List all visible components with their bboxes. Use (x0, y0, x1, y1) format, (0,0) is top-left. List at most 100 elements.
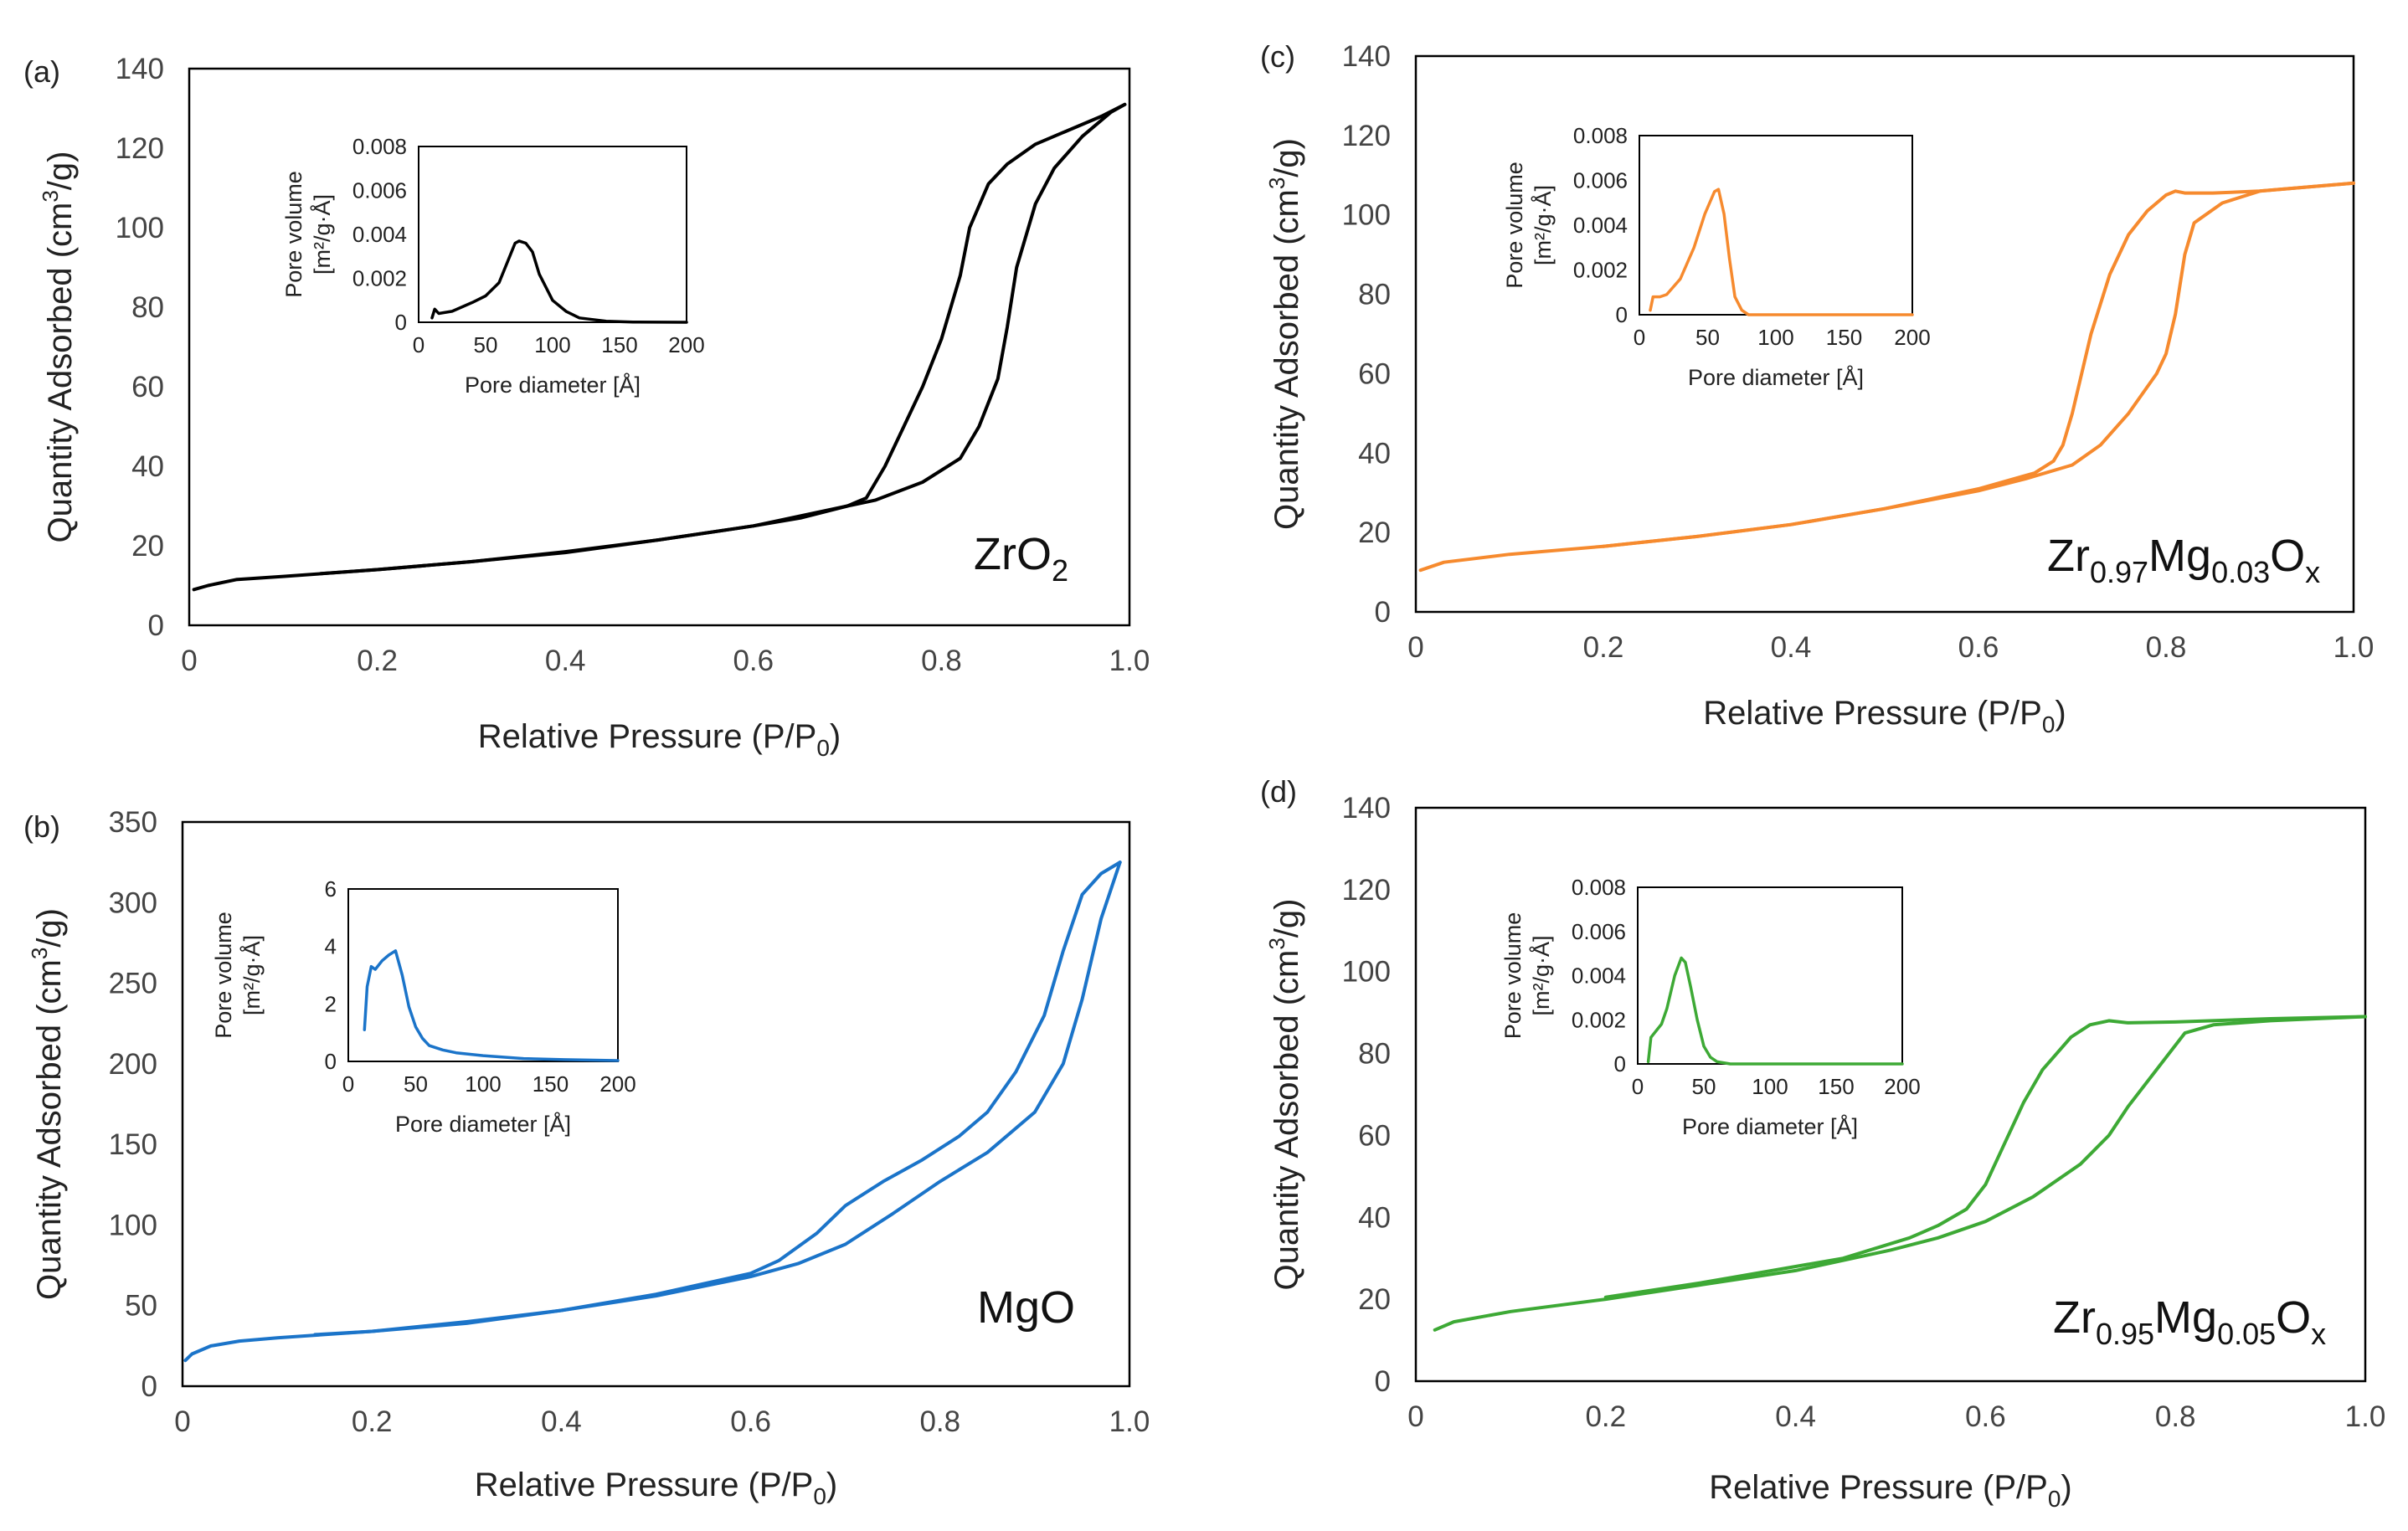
y-axis-title: Quantity Adsorbed (cm3/g) (38, 151, 79, 542)
x-tick-label: 1.0 (1109, 645, 1150, 677)
inset-y-tick-label: 0 (325, 1049, 337, 1074)
inset-x-tick-label: 200 (599, 1071, 635, 1097)
x-axis-title: Relative Pressure (P/P0) (478, 718, 841, 761)
x-tick-label: 0.4 (545, 645, 586, 677)
inset-x-axis-title: Pore diameter [Å] (1688, 364, 1864, 390)
inset-y-tick-label: 0 (395, 310, 407, 335)
y-tick-label: 0 (148, 609, 164, 642)
inset-x-tick-label: 100 (1757, 325, 1793, 350)
plot-frame (1414, 806, 2367, 1383)
inset-y-tick-label: 2 (325, 991, 337, 1016)
y-tick-label: 40 (1358, 437, 1391, 470)
y-axis-title: Quantity Adsorbed (cm3/g) (1264, 138, 1305, 530)
x-tick-label: 0 (1407, 631, 1423, 664)
y-tick-label: 140 (1342, 40, 1391, 73)
inset-series-line (363, 949, 620, 1062)
inset-x-axis-title: Pore diameter [Å] (1682, 1113, 1858, 1139)
y-tick-label: 0 (1375, 1365, 1391, 1398)
y-tick-label: 0 (141, 1370, 157, 1403)
inset-y-tick-label: 0 (1616, 302, 1628, 327)
inset-x-tick-label: 100 (465, 1071, 501, 1097)
y-tick-label: 60 (1358, 1119, 1391, 1152)
y-tick-label: 300 (109, 886, 157, 919)
x-tick-label: 0.8 (2155, 1400, 2196, 1433)
x-axis-title: Relative Pressure (P/P0) (475, 1467, 838, 1509)
series-desorption-line (1603, 1015, 2367, 1299)
inset-y-axis-title: Pore volume (1500, 912, 1526, 1040)
x-axis-title: Relative Pressure (P/P0) (1709, 1469, 2072, 1512)
plot-frame (188, 67, 1131, 627)
x-tick-label: 0.6 (1958, 631, 1999, 664)
y-tick-label: 0 (1375, 596, 1391, 629)
inset-x-tick-label: 50 (474, 332, 498, 357)
inset-frame (1637, 886, 1903, 1065)
x-tick-label: 0.6 (733, 645, 774, 677)
y-tick-label: 50 (125, 1290, 157, 1323)
inset-x-tick-label: 100 (1752, 1074, 1788, 1099)
x-tick-label: 0.6 (1965, 1400, 2006, 1433)
y-tick-label: 120 (1342, 874, 1391, 907)
inset-series-line (1649, 188, 1914, 316)
y-tick-label: 120 (116, 132, 164, 165)
inset-x-axis-title: Pore diameter [Å] (395, 1111, 571, 1137)
x-tick-label: 0.4 (1771, 631, 1812, 664)
y-tick-label: 120 (1342, 120, 1391, 152)
material-label: Zr0.95Mg0.05Ox (2053, 1292, 2326, 1351)
series-desorption-line (313, 861, 1122, 1337)
inset-y-tick-label: 0.006 (1573, 168, 1628, 193)
inset-y-tick-label: 0.006 (1572, 919, 1626, 944)
inset-y-axis-unit: [m²/g·Å] (309, 194, 335, 275)
x-tick-label: 0.2 (352, 1405, 393, 1438)
inset-y-axis-title: Pore volume (211, 912, 236, 1039)
y-tick-label: 100 (1342, 199, 1391, 232)
y-tick-label: 200 (109, 1048, 157, 1081)
y-tick-label: 100 (109, 1209, 157, 1241)
x-tick-label: 0 (181, 645, 197, 677)
x-tick-label: 1.0 (2345, 1400, 2386, 1433)
x-tick-label: 0 (174, 1405, 190, 1438)
inset-y-tick-label: 0.002 (352, 266, 407, 291)
x-tick-label: 0.6 (730, 1405, 771, 1438)
inset-x-tick-label: 100 (534, 332, 570, 357)
x-tick-label: 0.4 (541, 1405, 582, 1438)
inset-y-tick-label: 0.004 (352, 222, 407, 247)
inset-frame (1639, 135, 1913, 316)
x-tick-label: 0.4 (1775, 1400, 1816, 1433)
inset-y-axis-title: Pore volume (1502, 162, 1527, 289)
panel-label: (d) (1260, 774, 1297, 809)
inset-chart: 0 2 4 6 0 50 100 150 200 Pore diameter [Å] Pore vo… (211, 876, 636, 1137)
y-tick-label: 20 (1358, 1283, 1391, 1316)
inset-y-tick-label: 0.004 (1572, 963, 1626, 989)
inset-y-axis-unit: [m²/g·Å] (1530, 185, 1556, 265)
x-tick-label: 0.8 (919, 1405, 960, 1438)
x-tick-label: 0 (1407, 1400, 1423, 1433)
inset-x-tick-label: 50 (404, 1071, 428, 1097)
x-tick-label: 1.0 (1109, 1405, 1150, 1438)
inset-chart: 0 0.002 0.004 0.006 0.008 0 50 100 150 200 Pore di… (1500, 875, 1921, 1139)
material-label: ZrO2 (974, 529, 1068, 588)
inset-frame (347, 888, 619, 1062)
y-tick-label: 60 (1358, 357, 1391, 390)
plot-frame (1414, 54, 2355, 614)
chart-panel-4: (d) 0 20 40 60 80 100 120 140 0 0.2 0.4 0.6 0.8 1.0 Qua… (1260, 774, 2385, 1512)
inset-chart: 0 0.002 0.004 0.006 0.008 0 50 100 150 200 Pore di… (1502, 123, 1931, 390)
inset-x-tick-label: 150 (601, 332, 637, 357)
inset-frame (418, 146, 687, 323)
inset-x-tick-label: 0 (1634, 325, 1645, 350)
y-tick-label: 20 (131, 530, 164, 563)
inset-y-axis-unit: [m²/g·Å] (239, 935, 265, 1015)
y-axis-title: Quantity Adsorbed (cm3/g) (27, 908, 68, 1300)
series-adsorption-line (183, 861, 1122, 1363)
inset-y-tick-label: 0.002 (1572, 1007, 1626, 1032)
panel-label: (a) (23, 54, 60, 89)
inset-series-line (1646, 956, 1904, 1066)
y-tick-label: 40 (1358, 1201, 1391, 1234)
inset-y-axis-unit: [m²/g·Å] (1528, 935, 1554, 1015)
inset-y-tick-label: 0.008 (1572, 875, 1626, 900)
inset-y-tick-label: 6 (325, 876, 337, 902)
inset-y-axis-title: Pore volume (281, 171, 306, 298)
inset-x-tick-label: 0 (413, 332, 424, 357)
inset-x-tick-label: 50 (1695, 325, 1720, 350)
